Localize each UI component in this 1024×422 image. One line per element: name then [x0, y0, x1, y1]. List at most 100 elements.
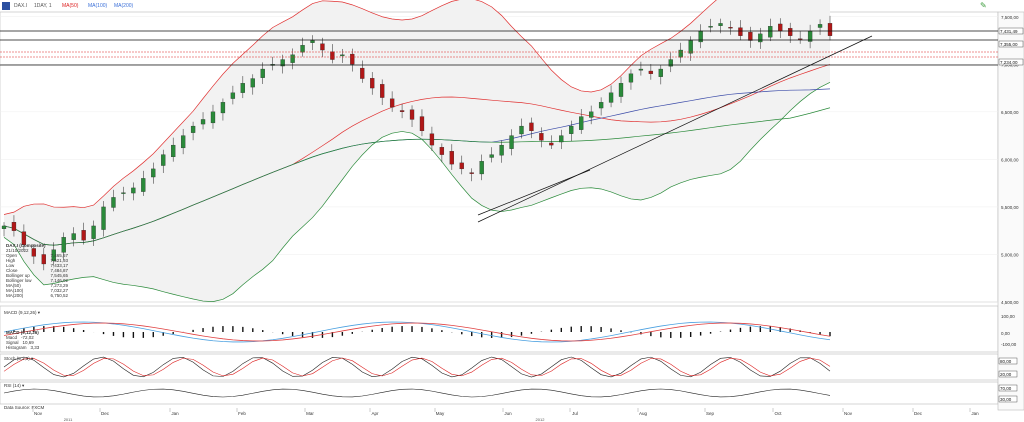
- candle: [688, 40, 693, 54]
- candle: [539, 133, 544, 141]
- candle: [21, 231, 27, 246]
- price-tag: [998, 58, 1024, 66]
- candle: [648, 70, 654, 74]
- candle: [81, 230, 86, 241]
- candle: [598, 102, 604, 109]
- candle: [788, 28, 793, 36]
- candle: [350, 53, 355, 65]
- trendline: [477, 35, 873, 223]
- candle: [330, 51, 335, 60]
- candle: [41, 254, 46, 265]
- pane-frame: [0, 305, 999, 353]
- y-tick-label: 6,500,00: [1001, 110, 1019, 115]
- legend-label: Bollinger low: [6, 278, 32, 283]
- legend-value: 7,545,65: [50, 273, 68, 278]
- candle: [827, 23, 833, 36]
- stoch-tick: [998, 370, 1018, 378]
- candle: [489, 154, 494, 158]
- legend-row: Open 7,465,57: [6, 253, 68, 258]
- candle: [71, 233, 76, 240]
- candle: [708, 26, 713, 28]
- legend-label: MA(200): [6, 293, 24, 298]
- candle: [61, 237, 66, 253]
- stoch-pane-label[interactable]: Stoch (5,3,3) ▾: [4, 356, 34, 361]
- x-tick-label: Apr: [371, 411, 379, 416]
- candle: [161, 154, 166, 166]
- legend-value: 7,273,29: [50, 283, 68, 288]
- candle: [509, 135, 514, 149]
- legend-value: 7,521,93: [50, 258, 68, 263]
- macd-pane-label[interactable]: MACD (9,12,26) ▾: [4, 310, 41, 315]
- bollinger-lower: [3, 81, 831, 302]
- ma100-indicator[interactable]: MA(100): [88, 3, 108, 9]
- stoch-k-line: [3, 356, 831, 378]
- candle: [300, 45, 305, 53]
- x-tick-label: Feb: [238, 411, 246, 416]
- candle: [678, 49, 683, 58]
- macd-line: [3, 321, 831, 343]
- ma50-indicator[interactable]: MA(50): [62, 3, 79, 9]
- candle: [758, 33, 763, 43]
- y-tick-label: 6,000,00: [1001, 157, 1019, 162]
- y-axis: [997, 11, 1024, 411]
- legend-label: Close: [6, 268, 18, 273]
- candle: [429, 133, 435, 146]
- candle: [230, 92, 236, 99]
- candle: [409, 109, 415, 120]
- candle: [499, 144, 504, 156]
- candle: [101, 206, 106, 230]
- chart-icon[interactable]: [2, 2, 10, 10]
- candle: [360, 67, 365, 79]
- candle: [469, 172, 474, 174]
- data-source: Data Source: FXCM: [4, 405, 45, 410]
- candle: [718, 23, 723, 26]
- legend-row: Low 7,433,17: [6, 263, 68, 268]
- price-tag-label: 7,355,00: [1000, 42, 1018, 47]
- year-label: 2012: [536, 417, 546, 422]
- macd-tick-label: 100,00: [1001, 314, 1015, 319]
- candle: [340, 54, 345, 57]
- candle: [121, 192, 126, 194]
- candle: [111, 197, 116, 208]
- rsi-line: [3, 388, 831, 398]
- candle: [131, 187, 136, 194]
- candle: [519, 125, 524, 135]
- candle: [419, 116, 425, 132]
- candle: [459, 162, 464, 170]
- candle: [778, 23, 783, 32]
- candle: [250, 78, 255, 88]
- legend-label: MA(50): [6, 283, 21, 288]
- x-tick-label: Jul: [572, 411, 578, 416]
- candle: [290, 54, 295, 63]
- candle: [200, 119, 206, 125]
- candle: [210, 111, 216, 124]
- x-tick-label: Jan: [971, 411, 979, 416]
- symbol-selector[interactable]: DAX.I: [14, 3, 28, 9]
- legend-label: Low: [6, 263, 15, 268]
- candle: [389, 98, 395, 108]
- bollinger-upper: [3, 0, 717, 215]
- candle: [569, 125, 574, 134]
- price-tag-label: 7,234,00: [1000, 60, 1018, 65]
- macd-legend-value: -72,02: [21, 335, 34, 340]
- candle: [449, 151, 454, 165]
- candle: [817, 24, 823, 28]
- candle: [310, 40, 315, 43]
- candle: [320, 43, 325, 51]
- pencil-icon[interactable]: ✎: [980, 1, 987, 10]
- legend-label: MA(100): [6, 288, 24, 293]
- ma200-indicator[interactable]: MA(200): [114, 3, 134, 9]
- candle: [638, 68, 644, 71]
- macd-tick-label: 0,00: [1001, 331, 1010, 336]
- candle: [618, 83, 624, 97]
- candle: [589, 111, 594, 118]
- candle: [668, 59, 673, 67]
- rsi-tick-label: 70,00: [1000, 386, 1012, 391]
- legend-row: MA(100) 7,032,27: [6, 288, 68, 293]
- candle: [280, 59, 285, 67]
- rsi-pane-label[interactable]: RSI (14) ▾: [4, 383, 25, 388]
- legend-row: Close 7,484,87: [6, 268, 68, 273]
- legend-value: 7,146,02: [50, 278, 68, 283]
- period-selector[interactable]: 1DAY, 1: [34, 3, 52, 9]
